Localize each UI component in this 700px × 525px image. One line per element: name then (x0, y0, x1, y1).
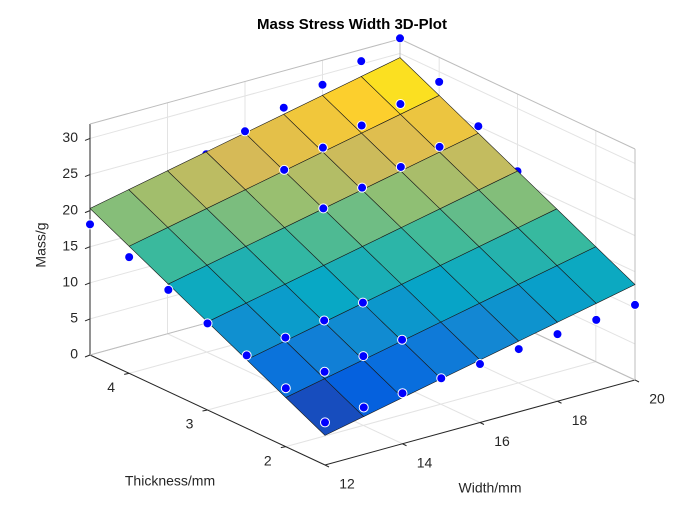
z-tick (84, 210, 91, 214)
x-tick (634, 379, 640, 383)
grid-line (285, 361, 596, 448)
x-tick-label: 16 (494, 433, 510, 449)
data-point (434, 76, 445, 87)
z-tick-label: 30 (62, 129, 78, 145)
data-point (630, 299, 640, 310)
data-point (513, 344, 524, 355)
data-point (320, 417, 330, 428)
chart-title: Mass Stress Width 3D-Plot (257, 16, 447, 33)
z-tick (84, 246, 91, 250)
z-tick-label: 10 (62, 274, 78, 290)
data-point (473, 121, 484, 132)
data-point (357, 297, 368, 308)
data-point (395, 161, 406, 172)
x-tick (324, 464, 330, 468)
data-point (319, 366, 330, 377)
box-edge (399, 38, 636, 150)
data-point (241, 350, 252, 361)
data-point (124, 252, 135, 263)
data-point (280, 383, 291, 394)
data-point (319, 315, 330, 326)
data-point (202, 318, 213, 329)
x-tick (479, 422, 485, 425)
data-point (591, 314, 602, 325)
z-tick-label: 5 (70, 310, 78, 326)
data-point (397, 388, 408, 399)
data-point (395, 33, 405, 44)
y-tick (202, 409, 208, 412)
data-point (356, 56, 367, 67)
data-point (434, 141, 445, 152)
y-tick (124, 372, 130, 375)
data-point (436, 373, 447, 384)
z-axis-label: Mass/g (33, 222, 49, 267)
z-tick-label: 25 (62, 165, 78, 181)
data-point (475, 359, 485, 370)
data-point (163, 284, 174, 295)
x-tick-label: 20 (649, 391, 665, 407)
x-tick-label: 18 (572, 412, 588, 428)
z-tick (84, 318, 91, 322)
z-tick (84, 354, 91, 358)
y-tick (280, 446, 286, 449)
z-tick-label: 0 (70, 346, 78, 362)
data-point (395, 99, 406, 110)
x-axis-label: Width/mm (459, 480, 522, 496)
data-point (356, 120, 367, 131)
data-point (85, 219, 95, 230)
data-point (397, 334, 408, 345)
data-point (318, 203, 329, 214)
y-tick-label: 3 (186, 416, 194, 432)
data-point (357, 182, 368, 193)
data-point (280, 332, 291, 343)
z-tick-label: 20 (62, 201, 78, 217)
data-point (317, 142, 328, 153)
data-point (279, 164, 290, 175)
data-point (358, 351, 369, 362)
data-point (240, 126, 250, 137)
x-tick-label: 14 (417, 454, 433, 470)
grid-line (89, 52, 401, 139)
box-edge (89, 38, 401, 125)
data-point (358, 402, 369, 413)
data-point (552, 329, 563, 340)
z-tick (84, 137, 91, 141)
y-tick-label: 2 (264, 452, 272, 468)
z-tick-label: 15 (62, 237, 78, 253)
data-point (317, 79, 328, 90)
z-tick (84, 282, 91, 286)
surface-patch (556, 246, 636, 304)
x-tick (402, 443, 407, 447)
x-tick (557, 400, 562, 404)
data-point (278, 102, 289, 113)
y-axis-label: Thickness/mm (125, 473, 215, 489)
grid-line (399, 52, 636, 164)
x-tick-label: 12 (339, 476, 355, 492)
z-tick (84, 174, 91, 177)
y-tick-label: 4 (107, 379, 115, 395)
